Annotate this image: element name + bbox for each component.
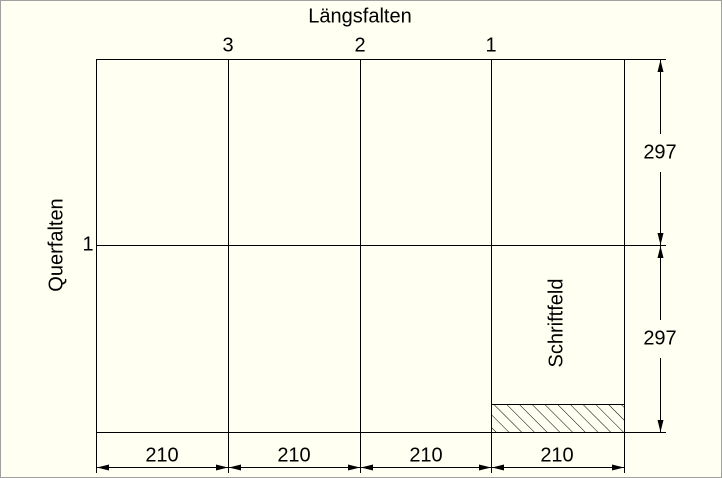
arrow	[229, 464, 241, 471]
arrow	[479, 464, 491, 471]
arrow	[612, 464, 624, 471]
fold-number: 2	[354, 34, 365, 56]
dimension-label: 210	[409, 444, 442, 466]
dimension-label: 210	[145, 444, 178, 466]
arrow	[657, 233, 664, 245]
arrow	[361, 464, 373, 471]
title-block-hatch	[491, 404, 625, 433]
arrow	[97, 464, 109, 471]
dimension-label: 210	[277, 444, 310, 466]
arrow	[657, 60, 664, 72]
title: Längsfalten	[308, 5, 411, 27]
dimension-label: 297	[643, 327, 676, 349]
side-label: Querfalten	[45, 198, 67, 291]
fold-number: 1	[485, 34, 496, 56]
dimension-label: 210	[540, 444, 573, 466]
fold-number: 3	[222, 34, 233, 56]
dimension-label: 297	[643, 141, 676, 163]
arrow	[657, 420, 664, 432]
arrow	[492, 464, 504, 471]
arrow	[216, 464, 228, 471]
fold-number: 1	[82, 233, 93, 255]
arrow	[348, 464, 360, 471]
arrow	[657, 246, 664, 258]
title-block-label: Schriftfeld	[545, 279, 567, 368]
